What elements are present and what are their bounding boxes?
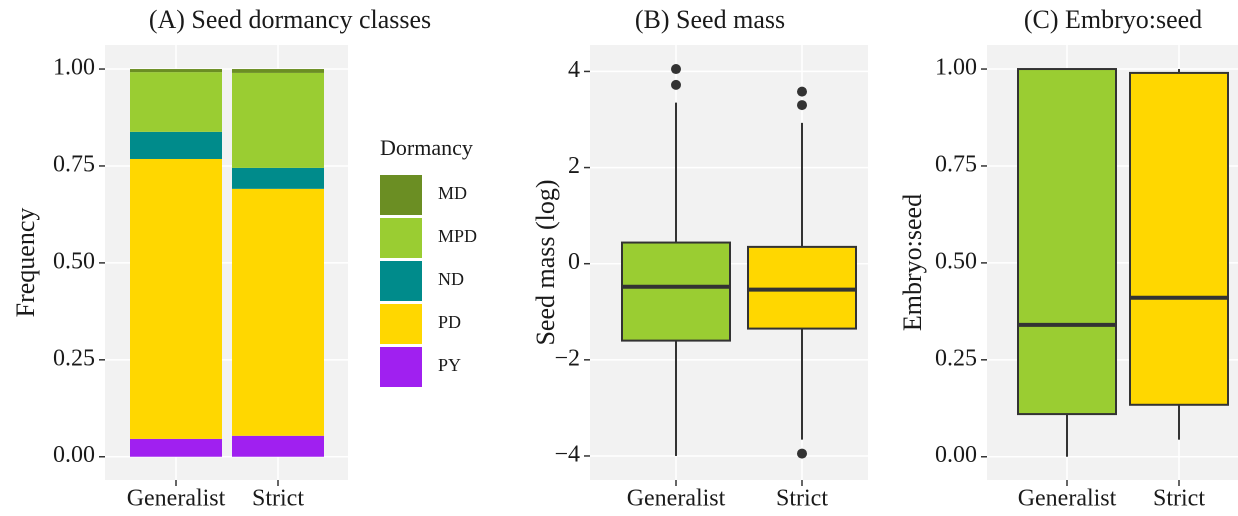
y-tick-label: 0.75: [53, 151, 95, 177]
legend-key: [380, 218, 422, 258]
x-tick-label: Generalist: [627, 486, 726, 512]
legend-label: PY: [438, 355, 461, 375]
y-tick-label: 0.25: [935, 345, 977, 371]
legend-key: [380, 347, 422, 387]
y-tick-label: 0.50: [53, 248, 95, 274]
legend-label: MD: [438, 183, 467, 203]
bar-segment: [130, 158, 222, 439]
legend-key: [380, 261, 422, 301]
box: [1017, 68, 1117, 416]
y-tick-label: 0.75: [935, 151, 977, 177]
x-tick-label: Strict: [1153, 486, 1205, 512]
legend-label: PD: [438, 312, 461, 332]
y-tick-label: 0.25: [53, 345, 95, 371]
y-tick-label: 1.00: [935, 55, 977, 81]
y-axis-label: Embryo:seed: [898, 194, 927, 331]
box: [621, 241, 731, 342]
y-tick-label: 4: [568, 57, 580, 83]
outlier: [797, 100, 807, 111]
x-tick-label: Generalist: [1018, 486, 1117, 512]
x-tick-label: Strict: [252, 486, 304, 512]
bar-segment: [232, 72, 324, 168]
bar-segment: [232, 435, 324, 457]
outlier: [797, 448, 807, 459]
y-axis-label: Seed mass (log): [531, 179, 560, 345]
bar-segment: [130, 72, 222, 132]
bar-segment: [130, 438, 222, 457]
x-tick-label: Generalist: [127, 486, 226, 512]
bar-segment: [232, 188, 324, 436]
outlier: [671, 64, 681, 75]
y-tick-label: 0.50: [935, 248, 977, 274]
y-tick-label: −4: [554, 441, 580, 467]
y-tick-label: 2: [568, 153, 580, 179]
y-tick-label: 0: [568, 249, 580, 275]
outlier: [797, 86, 807, 97]
legend-key: [380, 175, 422, 215]
chart-title: (A) Seed dormancy classes: [149, 5, 431, 34]
bar-segment: [130, 69, 222, 73]
chart-title: (B) Seed mass: [635, 5, 785, 34]
outlier: [671, 79, 681, 90]
y-tick-label: −2: [554, 345, 580, 371]
legend-label: MPD: [438, 226, 477, 246]
y-axis-label: Frequency: [11, 208, 40, 318]
box: [1129, 71, 1229, 406]
legend-title: Dormancy: [380, 135, 473, 160]
bar-segment: [130, 131, 222, 159]
legend-key: [380, 304, 422, 344]
legend-label: ND: [438, 269, 464, 289]
y-tick-label: 0.00: [935, 442, 977, 468]
bar-segment: [232, 167, 324, 189]
chart-title: (C) Embryo:seed: [1024, 5, 1202, 34]
y-tick-label: 1.00: [53, 55, 95, 81]
bar-segment: [232, 69, 324, 73]
y-tick-label: 0.00: [53, 442, 95, 468]
x-tick-label: Strict: [776, 486, 828, 512]
